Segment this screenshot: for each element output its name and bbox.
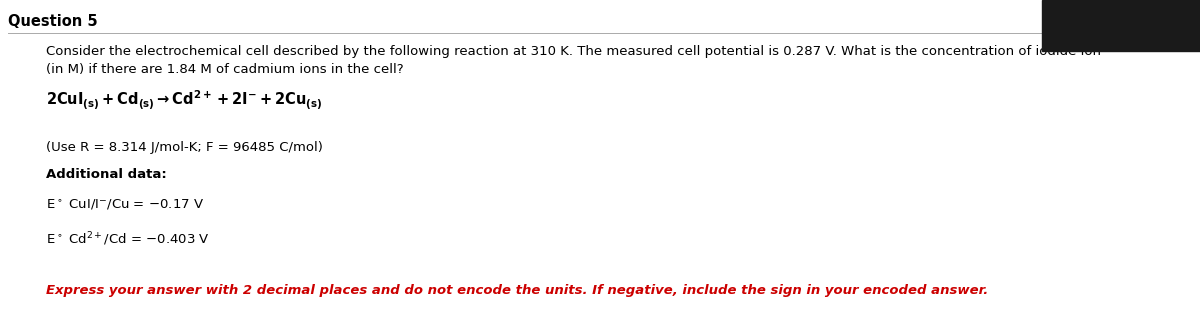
Text: Question 5: Question 5	[8, 14, 98, 29]
Text: $\bf{2CuI_{(s)} + Cd_{(s)} \rightarrow Cd^{2+} + 2I^{-} + 2Cu_{(s)}}$: $\bf{2CuI_{(s)} + Cd_{(s)} \rightarrow C…	[46, 88, 322, 112]
Text: Consider the electrochemical cell described by the following reaction at 310 K. : Consider the electrochemical cell descri…	[46, 45, 1100, 58]
Text: Express your answer with 2 decimal places and do not encode the units. If negati: Express your answer with 2 decimal place…	[46, 284, 988, 297]
Text: Additional data:: Additional data:	[46, 168, 167, 181]
Text: E$^\circ$ Cd$^{2+}$/Cd = $-$0.403 V: E$^\circ$ Cd$^{2+}$/Cd = $-$0.403 V	[46, 231, 209, 248]
Text: E$^\circ$ CuI/I$^{-}$/Cu = $-$0.17 V: E$^\circ$ CuI/I$^{-}$/Cu = $-$0.17 V	[46, 198, 204, 212]
Text: (in M) if there are 1.84 M of cadmium ions in the cell?: (in M) if there are 1.84 M of cadmium io…	[46, 63, 403, 76]
Text: (Use R = 8.314 J/mol-K; F = 96485 C/mol): (Use R = 8.314 J/mol-K; F = 96485 C/mol)	[46, 141, 323, 154]
